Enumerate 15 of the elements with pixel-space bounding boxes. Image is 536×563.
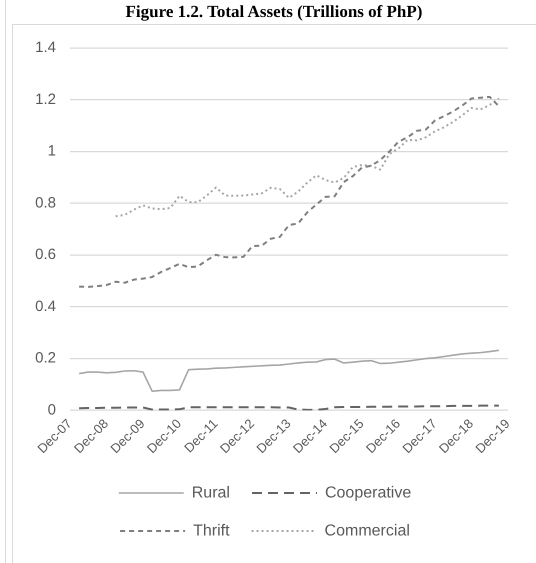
line-series [114,97,500,218]
legend-label: Commercial [324,522,410,540]
legend-label: Thrift [193,522,230,540]
y-tick-label: 1.4 [35,39,56,56]
chart-title: Figure 1.2. Total Assets (Trillions of PhP) [124,2,424,22]
legend-label: Rural [192,484,230,502]
y-tick-label: 0.8 [35,194,56,212]
y-tick-label: 0 [48,401,56,418]
y-tick-label: 1.2 [35,90,56,108]
y-tick-label: 0.4 [35,298,56,315]
line-series [78,96,500,288]
legend-label: Cooperative [324,484,412,502]
y-tick-label: 1 [48,142,56,160]
y-tick-label: 0.6 [35,246,56,264]
y-tick-label: 0.2 [35,350,56,367]
